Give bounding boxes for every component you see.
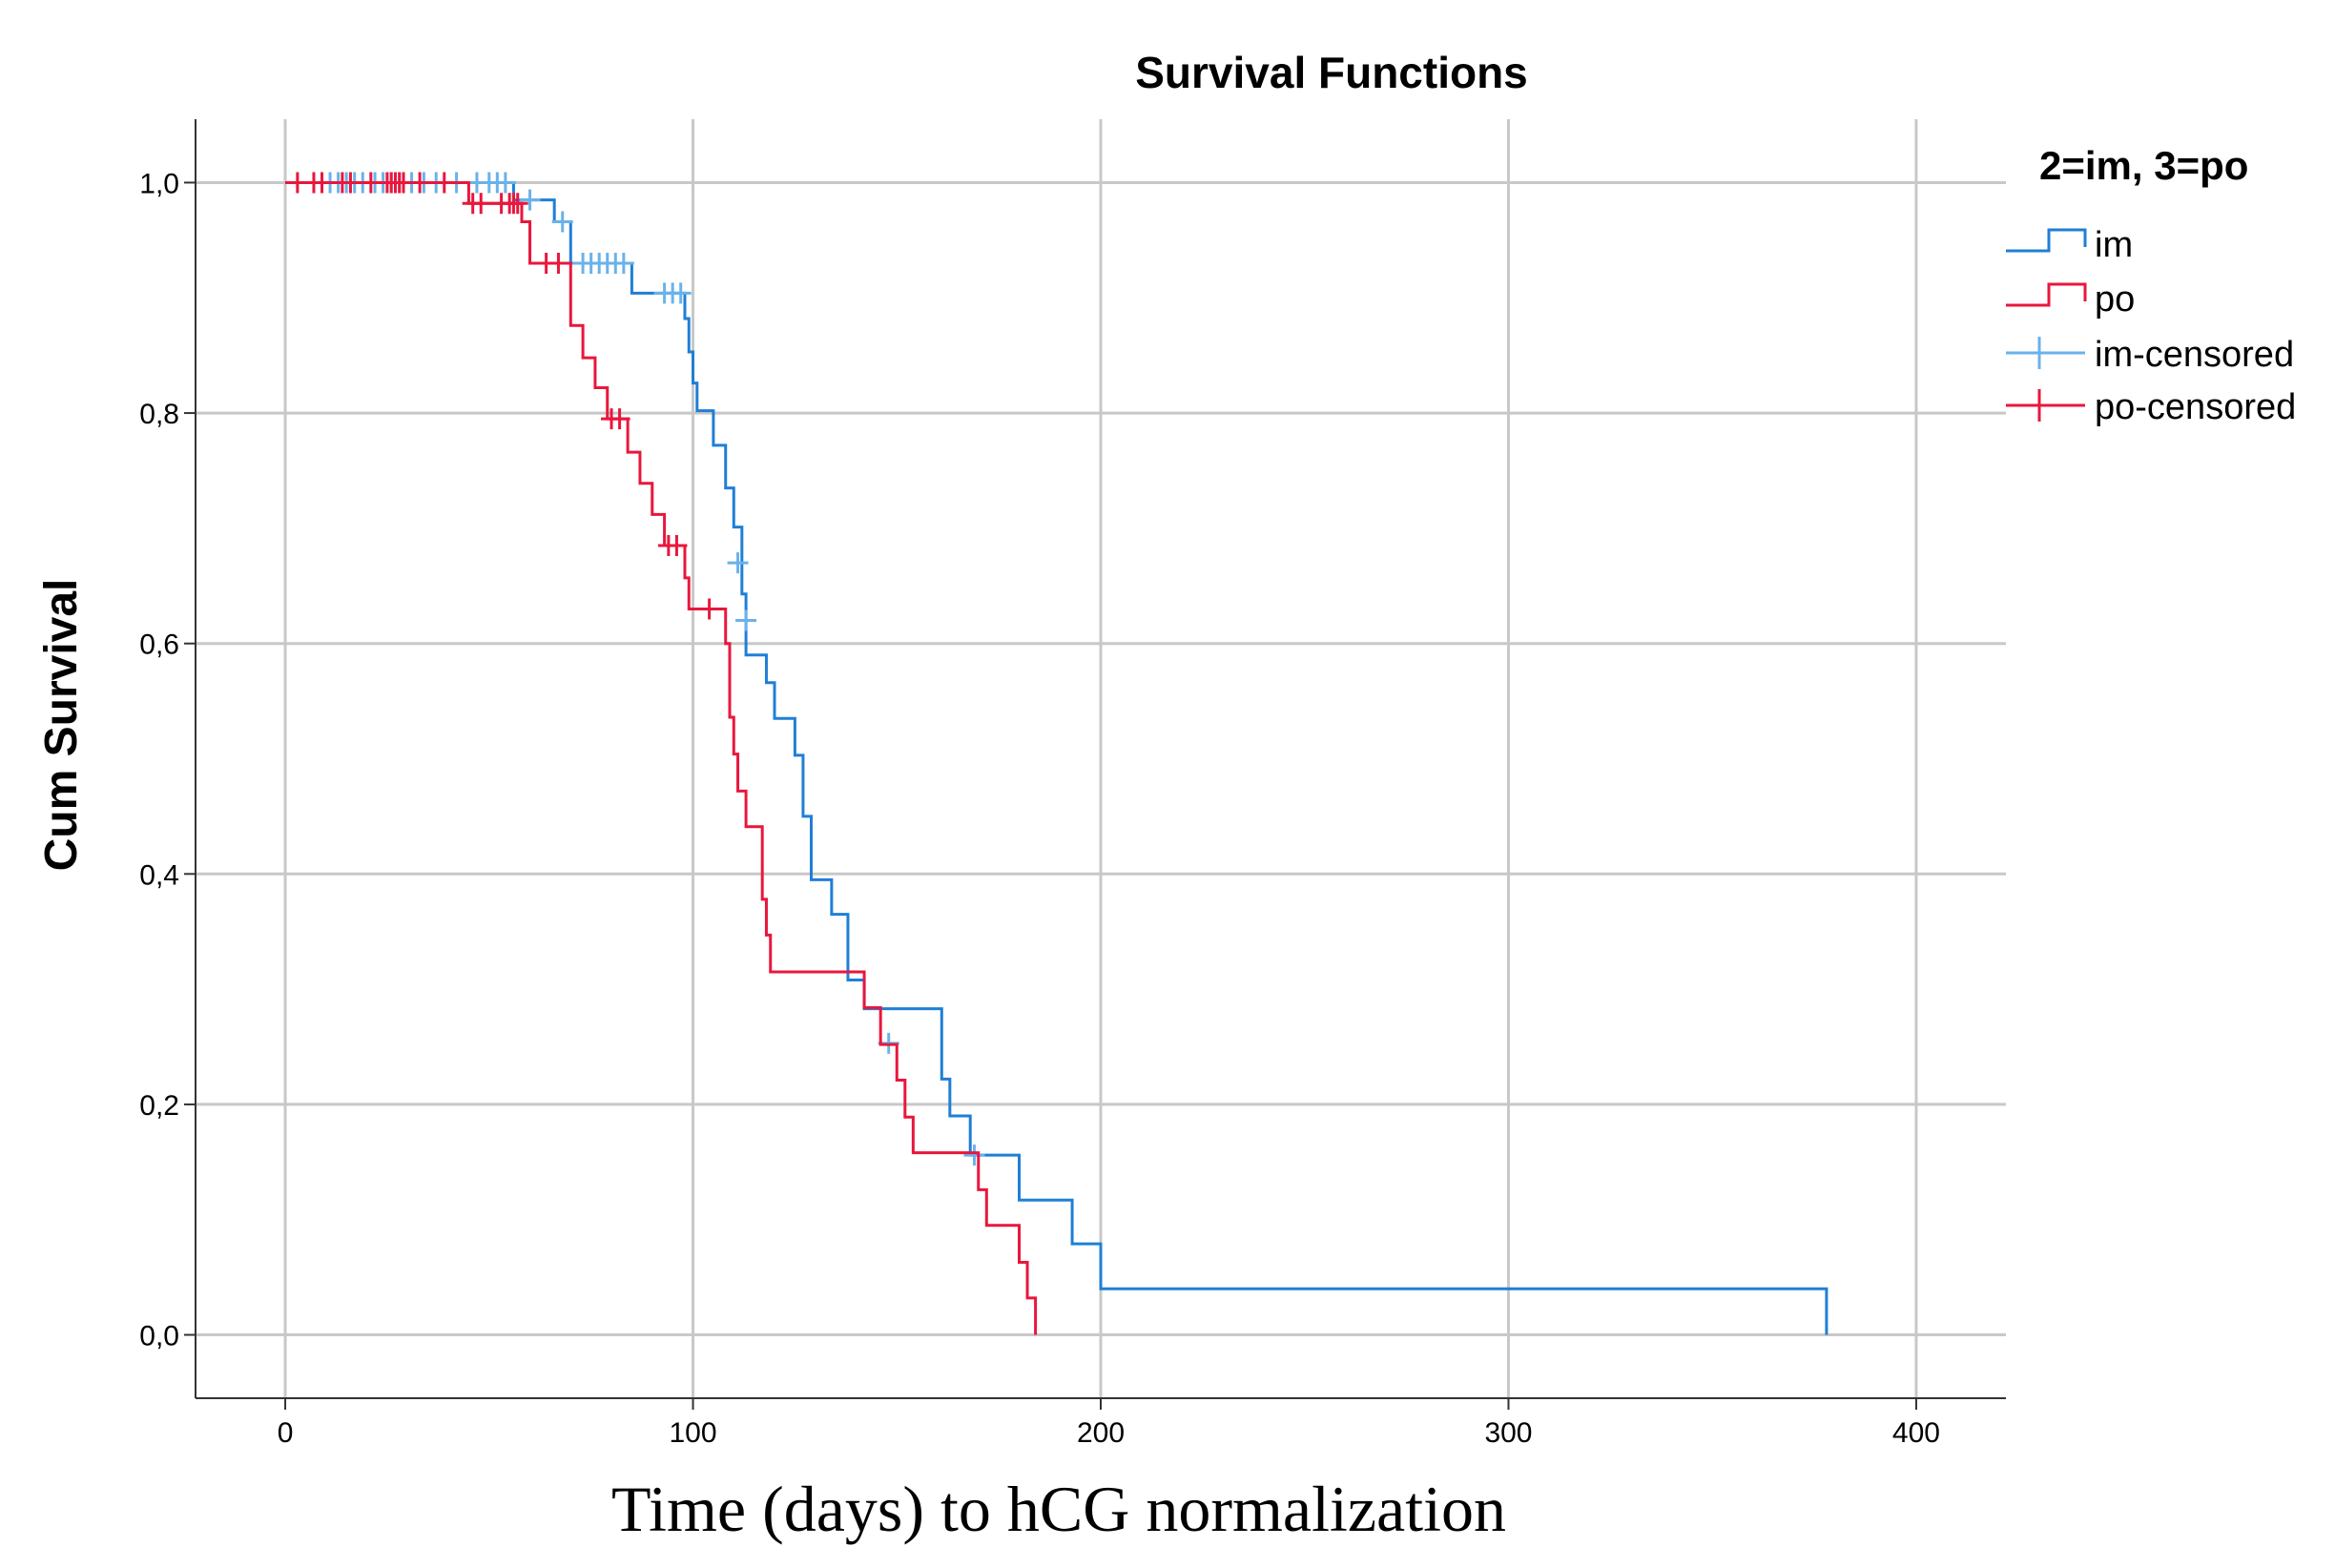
chart-title: Survival Functions: [1135, 48, 1528, 97]
grid: [196, 119, 2006, 1398]
x-tick-label-4: 400: [1892, 1417, 1940, 1449]
censor-mark-im-24: [612, 253, 634, 275]
y-tick-label-3: 0,6: [139, 629, 179, 661]
legend-item-im-censored: im-censored: [2006, 335, 2294, 375]
y-tick-label-2: 0,4: [139, 859, 179, 891]
series-po: [285, 172, 1038, 1335]
censor-mark-im-27: [670, 282, 692, 304]
censor-mark-im-31: [963, 1145, 985, 1166]
censor-mark-po-24: [666, 535, 688, 556]
series-line-po: [285, 180, 1038, 1335]
censor-mark-po-2: [311, 172, 333, 194]
y-tick-label-1: 0,2: [139, 1090, 179, 1122]
legend-swatch-po-censored: [2006, 389, 2085, 422]
axes: 0,0 0,2 0,4 0,6 0,8 1,0 0 100 200 300 400: [139, 119, 2006, 1449]
censor-mark-po-25: [698, 598, 720, 620]
censor-mark-po-18: [506, 193, 528, 215]
censor-mark-im-18: [551, 211, 573, 233]
legend-item-po-censored: po-censored: [2006, 387, 2296, 427]
y-tick-label-4: 0,8: [139, 399, 179, 430]
legend-item-po: po: [2006, 279, 2135, 320]
legend-label-po: po: [2095, 279, 2135, 320]
censor-mark-im-28: [727, 552, 749, 574]
legend-swatch-im: [2006, 228, 2087, 253]
x-tick-label-1: 100: [669, 1417, 716, 1449]
y-tick-label-5: 1,0: [139, 168, 179, 199]
y-axis-label: Cum Survival: [36, 579, 87, 872]
x-axis-label: Time (days) to hCG normalization: [611, 1473, 1506, 1545]
censor-mark-im-16: [494, 172, 516, 194]
series-line-im: [285, 180, 1829, 1335]
x-tick-label-0: 0: [278, 1417, 294, 1449]
legend: 2=im, 3=po im po im-censored po-censored: [2006, 143, 2296, 427]
series-layer: [285, 172, 1829, 1335]
censor-mark-im-17: [519, 189, 541, 211]
x-tick-label-3: 300: [1484, 1417, 1532, 1449]
legend-label-im-censored: im-censored: [2095, 335, 2294, 375]
censor-mark-po-12: [433, 172, 455, 194]
legend-swatch-im-censored: [2006, 337, 2085, 369]
legend-swatch-po: [2006, 282, 2087, 307]
x-tick-label-2: 200: [1077, 1417, 1125, 1449]
y-tick-label-0: 0,0: [139, 1321, 179, 1352]
censor-mark-im-29: [735, 609, 757, 631]
censor-mark-po-14: [470, 193, 492, 215]
legend-label-po-censored: po-censored: [2095, 387, 2296, 427]
legend-title: 2=im, 3=po: [2039, 143, 2248, 188]
legend-item-im: im: [2006, 225, 2133, 265]
censor-mark-po-22: [609, 408, 630, 430]
legend-label-im: im: [2095, 225, 2133, 265]
censor-mark-po-4: [340, 172, 362, 194]
censor-mark-po-11: [409, 172, 431, 194]
censor-mark-po-20: [548, 253, 569, 275]
series-im: [285, 172, 1829, 1335]
